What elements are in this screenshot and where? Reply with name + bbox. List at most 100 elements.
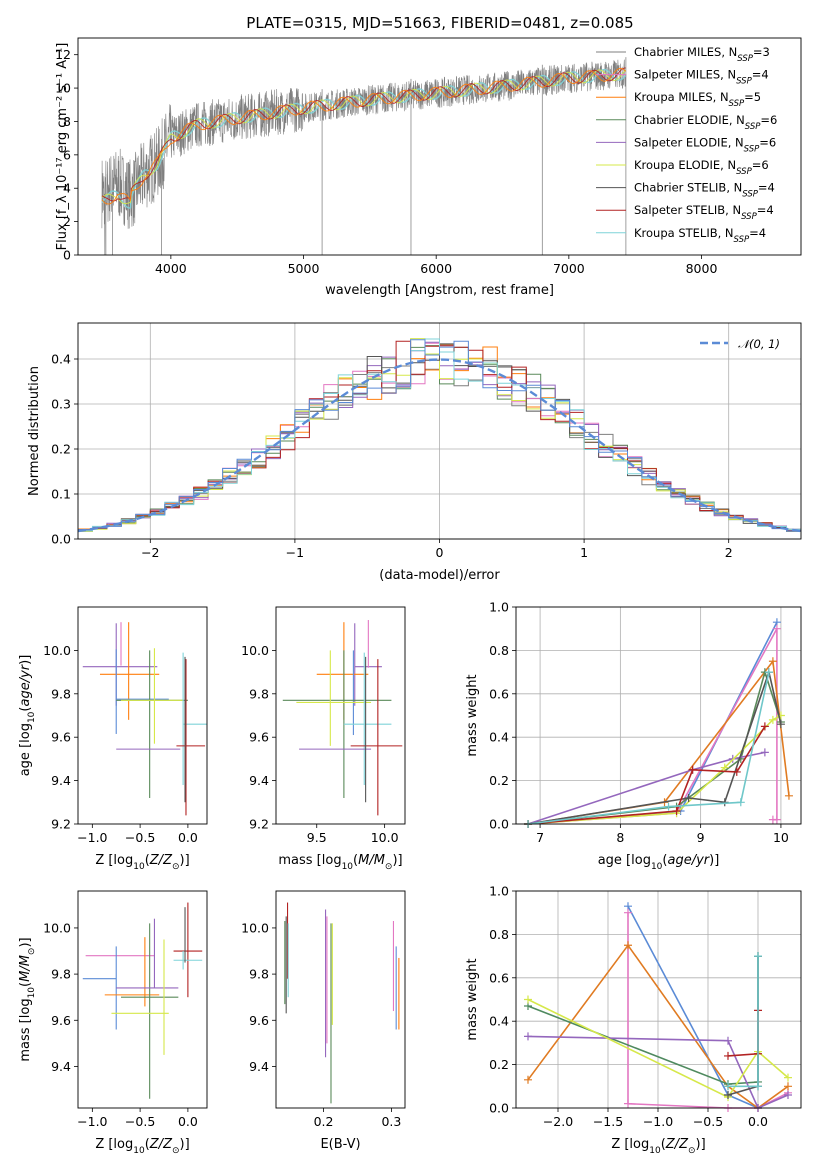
weight-marker (684, 793, 693, 802)
y-axis-label: mass weight (465, 958, 480, 1040)
spectrum-lines (101, 57, 627, 255)
y-tick-label: 0.0 (51, 532, 71, 547)
weight-marker (768, 815, 777, 824)
legend-text-part: SSP (736, 167, 752, 177)
legend-text-part: SSP (745, 122, 761, 132)
legend-entry: Chabrier ELODIE, NSSP=6 (634, 113, 777, 132)
x-tick-label: −0.5 (125, 1114, 155, 1129)
legend-text-part: =6 (752, 158, 769, 172)
figure-title: PLATE=0315, MJD=51663, FIBERID=0481, z=0… (246, 14, 633, 32)
legend-text-part: SSP (734, 235, 750, 245)
y-tick-label: 9.6 (249, 1013, 269, 1028)
weight-series-line (627, 905, 759, 1109)
legend-text-part: =4 (758, 181, 775, 195)
axes-frame (275, 890, 406, 1109)
legend-text-part: Salpeter STELIB, N (634, 203, 741, 217)
weight-marker (724, 1051, 732, 1060)
label-part: 10 (27, 711, 37, 723)
y-tick-label: 9.6 (249, 730, 269, 745)
weight-series-line (527, 671, 770, 825)
legend-text-part: SSP (742, 190, 758, 200)
y-axis-label: Normed distribution (27, 366, 42, 496)
x-axis-label: (data-model)/error (379, 568, 500, 583)
y-tick-label: 0.8 (489, 927, 509, 942)
axes-frame (515, 606, 802, 825)
model-spectrum (101, 69, 626, 205)
label-part: )] (18, 937, 33, 947)
x-tick-label: 4000 (155, 261, 187, 276)
x-tick-label: 0.0 (748, 1114, 768, 1129)
label-part: )] (180, 853, 190, 868)
label-part: Z/Z (665, 1137, 689, 1152)
axes-frame (515, 890, 802, 1109)
axes-frame (77, 890, 208, 1109)
y-tick-label: 4 (63, 181, 71, 196)
weight-marker (784, 1073, 792, 1082)
y-tick-label: 10.0 (241, 920, 269, 935)
label-part: ⊙ (688, 1146, 696, 1156)
label-part: Z/Z (149, 853, 173, 868)
x-tick-label: 0.2 (314, 1114, 334, 1129)
axes-frame (77, 37, 802, 256)
legend-text-part: SSP (744, 144, 760, 154)
y-tick-label: 9.2 (249, 817, 269, 832)
label-part: Z [log (95, 1137, 133, 1152)
axes-frame (77, 606, 208, 825)
label-part: Z [log (95, 853, 133, 868)
legend-text-part: Salpeter MILES, N (634, 68, 736, 82)
legend-text-part: SSP (729, 99, 745, 109)
x-tick-label: 5000 (288, 261, 320, 276)
x-axis-label: mass [log10(M/M⊙)] (278, 853, 402, 872)
x-tick-label: 8000 (686, 261, 718, 276)
y-tick-label: 10.0 (43, 920, 71, 935)
legend-text-part: Kroupa MILES, N (634, 90, 729, 104)
weight-series-line (527, 628, 778, 825)
y-tick-label: 9.4 (51, 1059, 71, 1074)
legend-entry: Salpeter ELODIE, NSSP=6 (634, 135, 776, 154)
weight-marker (624, 1099, 632, 1108)
model-spectrum (101, 68, 627, 209)
label-part: )] (180, 1137, 190, 1152)
weight-series-line (527, 621, 778, 825)
weight-marker (724, 1036, 732, 1045)
y-tick-label: 12 (55, 47, 71, 62)
y-tick-label: 9.8 (249, 967, 269, 982)
legend-text-part: Salpeter ELODIE, N (634, 135, 744, 149)
spectrum-panel: 4000 5000 6000 7000 8000 0 2 4 6 8 10 12 wavelength … (55, 37, 802, 298)
y-tick-label: 0.2 (489, 1057, 509, 1072)
label-part: ( (145, 1137, 150, 1152)
label-part: ⊙ (172, 862, 180, 872)
weight-marker (764, 668, 773, 677)
x-tick-label: 0 (436, 545, 444, 560)
y-tick-label: 10.0 (241, 643, 269, 658)
label-part: )] (392, 853, 402, 868)
label-part: ⊙ (27, 948, 37, 956)
x-axis-label: E(B-V) (320, 1137, 360, 1152)
x-tick-label: −1.5 (593, 1114, 623, 1129)
y-tick-label: 0.3 (51, 397, 71, 412)
legend-entry: Salpeter STELIB, NSSP=4 (634, 203, 774, 222)
legend-text-part: SSP (741, 212, 757, 222)
legend-entry: Chabrier STELIB, NSSP=4 (634, 181, 775, 200)
y-tick-label: 1.0 (489, 600, 509, 615)
weight-marker (754, 952, 762, 961)
weight-marker (784, 1090, 792, 1099)
y-tick-label: 0.6 (489, 970, 509, 985)
y-axis-label: mass [log10(M/M⊙)] (18, 937, 37, 1061)
y-tick-label: 0.4 (489, 730, 509, 745)
label-part: age/yr (18, 663, 33, 706)
legend-entry: Chabrier MILES, NSSP=3 (634, 45, 770, 64)
y-tick-label: 0 (63, 248, 71, 263)
weight-series-line (527, 751, 766, 825)
x-tick-label: −1.0 (643, 1114, 673, 1129)
mass_vs_Z-panel: −1.0 −0.5 0.09.49.69.810.0Z [log10(Z/Z⊙)]m… (18, 890, 208, 1156)
label-part: ⊙ (385, 862, 393, 872)
x-tick-label: −2 (141, 545, 159, 560)
label-part: )] (709, 853, 719, 868)
y-axis-label: age [log10(age/yr)] (18, 655, 37, 777)
y-tick-label: 1.0 (489, 884, 509, 899)
y-tick-label: 0.1 (51, 487, 71, 502)
legend-entry: Kroupa MILES, NSSP=5 (634, 90, 761, 109)
label-part: age/yr (667, 853, 710, 868)
